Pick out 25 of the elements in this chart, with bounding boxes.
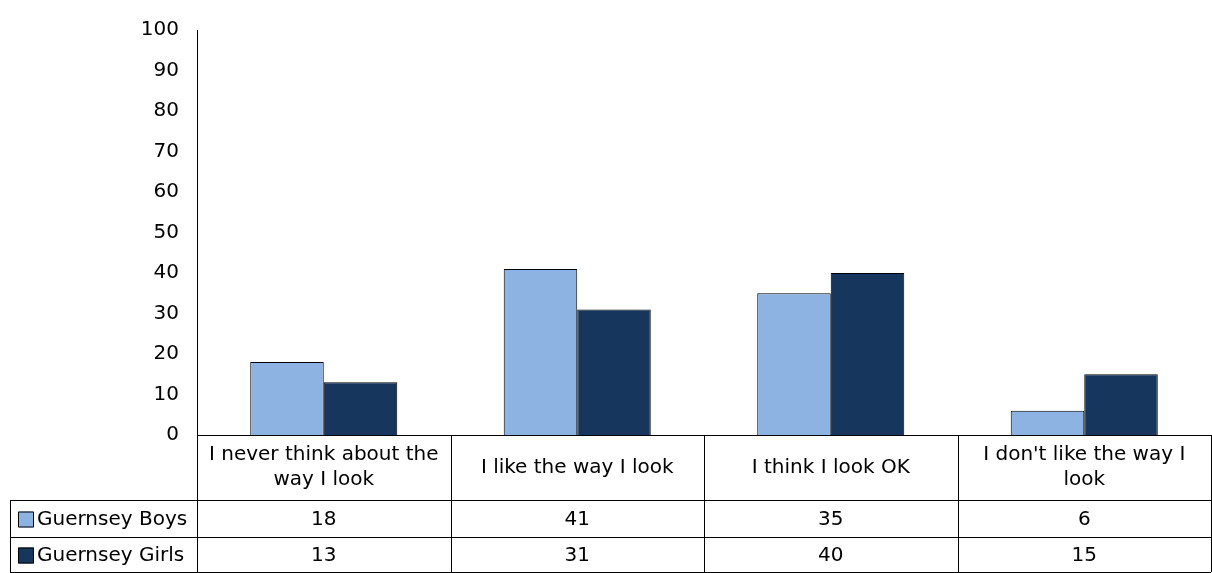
- y-tick-label: 60: [153, 178, 179, 203]
- data-label: 41: [564, 505, 590, 530]
- x-tick-label: I never think about the way I look: [208, 441, 439, 491]
- y-tick-label: 80: [153, 97, 179, 122]
- y-tick-label: 70: [153, 137, 179, 162]
- y-tick-label: 90: [153, 56, 179, 81]
- data-label: 15: [1071, 541, 1097, 566]
- y-tick-label: 10: [153, 380, 179, 405]
- data-label: 18: [311, 505, 337, 530]
- x-tick-label: I think I look OK: [751, 453, 911, 478]
- y-tick-label: 50: [153, 218, 179, 243]
- data-label: 40: [818, 541, 844, 566]
- data-label: 6: [1077, 505, 1091, 530]
- y-tick-label: 20: [153, 340, 179, 365]
- y-tick-label: 30: [153, 299, 179, 324]
- data-label: 31: [564, 541, 590, 566]
- legend-label: Guernsey Boys: [37, 505, 188, 530]
- legend-label: Guernsey Girls: [37, 541, 185, 566]
- data-label: 35: [818, 505, 844, 530]
- data-label: 13: [311, 541, 337, 566]
- y-tick-label: 40: [153, 259, 179, 284]
- y-tick-label: 0: [166, 421, 179, 446]
- y-tick-label: 100: [140, 16, 179, 41]
- x-tick-label: I like the way I look: [480, 453, 675, 478]
- x-tick-label: I don't like the way I look: [983, 441, 1186, 491]
